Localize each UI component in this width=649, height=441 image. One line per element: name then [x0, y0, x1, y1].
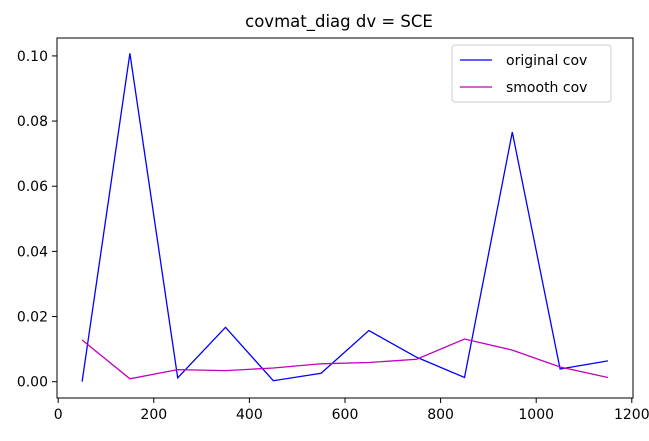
y-tick-label: 0.00 [17, 375, 48, 391]
x-tick-label: 1200 [614, 407, 649, 423]
x-tick-label: 400 [236, 407, 263, 423]
x-tick-label: 0 [54, 407, 63, 423]
y-tick-label: 0.06 [17, 179, 48, 195]
legend-box [451, 44, 612, 103]
plot-area: 0 200 400 600 800 1000 1200 0.000.020.040.060.… [17, 37, 649, 423]
y-tick-label: 0.02 [17, 310, 48, 326]
legend-label-1: original cov [506, 53, 587, 69]
x-axis: 0 200 400 600 800 1000 1200 [54, 398, 649, 423]
series-line-2 [81, 338, 609, 380]
chart-title: covmat_diag dv = SCE [245, 12, 433, 32]
series-layer [81, 53, 609, 382]
legend-label-2: smooth cov [506, 80, 587, 96]
x-tick-label: 800 [427, 407, 454, 423]
x-tick-label: 200 [140, 407, 167, 423]
y-axis: 0.00 0.02 0.04 0.06 0.08 0.10 [17, 49, 57, 391]
y-tick-label: 0.04 [17, 244, 48, 260]
y-tick-label: 0.08 [17, 114, 48, 130]
x-tick-label: 600 [332, 407, 359, 423]
y-tick-label: 0.10 [17, 49, 48, 65]
x-tick-label: 1000 [518, 407, 554, 423]
legend: original cov smooth cov [451, 44, 612, 103]
series-line-1 [81, 53, 609, 382]
